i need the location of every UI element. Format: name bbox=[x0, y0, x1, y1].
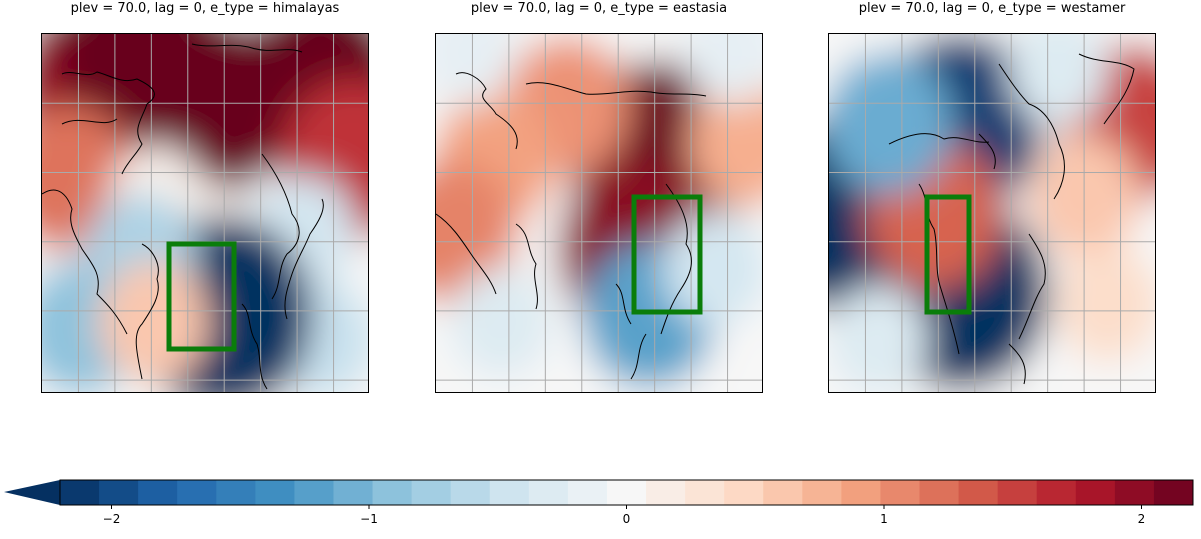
coastlines bbox=[436, 72, 707, 380]
colorbar-level bbox=[489, 480, 530, 505]
colorbar-tick-marks bbox=[111, 505, 1142, 509]
colorbar-level bbox=[685, 480, 725, 505]
colorbar-tick-label: 0 bbox=[622, 512, 631, 526]
panel-title-himalayas: plev = 70.0, lag = 0, e_type = himalayas bbox=[70, 1, 340, 16]
anomaly-blob bbox=[662, 210, 762, 326]
map-himalayas bbox=[42, 34, 368, 392]
colorbar-level bbox=[1114, 480, 1155, 505]
colorbar bbox=[4, 479, 1194, 509]
highlight-box bbox=[631, 194, 703, 315]
map-panel-eastasia bbox=[435, 33, 763, 393]
colorbar-level bbox=[958, 480, 999, 505]
colorbar-level bbox=[802, 480, 842, 505]
anomaly-field bbox=[829, 34, 1155, 392]
map-westamer bbox=[829, 34, 1155, 392]
colorbar-level bbox=[646, 480, 686, 505]
colorbar-level bbox=[841, 480, 881, 505]
colorbar-level bbox=[411, 480, 452, 505]
colorbar-tick-label: 1 bbox=[880, 512, 888, 526]
colorbar-tick-label: 2 bbox=[1137, 512, 1146, 526]
colorbar-level bbox=[919, 480, 960, 505]
colorbar-level bbox=[450, 480, 491, 505]
anomaly-blob bbox=[829, 52, 953, 196]
colorbar-level bbox=[880, 480, 921, 505]
colorbar-level bbox=[567, 480, 608, 505]
anomaly-blob bbox=[97, 260, 210, 384]
colorbar-level bbox=[216, 480, 256, 505]
colorbar-level bbox=[138, 480, 178, 505]
colorbar-level bbox=[60, 480, 100, 505]
colorbar-level bbox=[1153, 480, 1194, 505]
colorbar-level bbox=[606, 480, 647, 505]
colorbar-level bbox=[177, 480, 217, 505]
anomaly-blob bbox=[682, 34, 762, 106]
colorbar-level bbox=[372, 480, 413, 505]
graticule bbox=[436, 34, 762, 392]
colorbar-level bbox=[528, 480, 569, 505]
anomaly-blob bbox=[688, 76, 762, 208]
colorbar-extend-arrow bbox=[4, 480, 60, 505]
map-panel-himalayas bbox=[41, 33, 369, 393]
map-panel-westamer bbox=[828, 33, 1156, 393]
colorbar-level bbox=[99, 480, 139, 505]
panel-title-westamer: plev = 70.0, lag = 0, e_type = westamer bbox=[858, 1, 1126, 16]
highlight-box bbox=[166, 241, 237, 352]
colorbar-level bbox=[1036, 480, 1077, 505]
colorbar-level bbox=[763, 480, 803, 505]
colorbar-tick-label: −1 bbox=[360, 512, 378, 526]
map-eastasia bbox=[436, 34, 762, 392]
colorbar-level bbox=[294, 480, 334, 505]
colorbar-level bbox=[997, 480, 1038, 505]
anomaly-field bbox=[42, 34, 368, 392]
coastlines bbox=[42, 43, 324, 390]
colorbar-cells bbox=[60, 480, 1194, 505]
anomaly-blob bbox=[1029, 134, 1141, 258]
anomaly-blob bbox=[829, 284, 929, 392]
colorbar-level bbox=[255, 480, 295, 505]
highlight-box bbox=[924, 194, 972, 315]
colorbar-level bbox=[1075, 480, 1116, 505]
panel-title-eastasia: plev = 70.0, lag = 0, e_type = eastasia bbox=[470, 1, 728, 16]
anomaly-blob bbox=[436, 34, 518, 106]
colorbar-level bbox=[724, 480, 764, 505]
anomaly-blob bbox=[451, 266, 552, 378]
anomaly-blob bbox=[1055, 246, 1155, 362]
graticule bbox=[42, 34, 368, 392]
colorbar-level bbox=[333, 480, 374, 505]
colorbar-tick-label: −2 bbox=[102, 512, 121, 526]
graticule bbox=[829, 34, 1155, 392]
